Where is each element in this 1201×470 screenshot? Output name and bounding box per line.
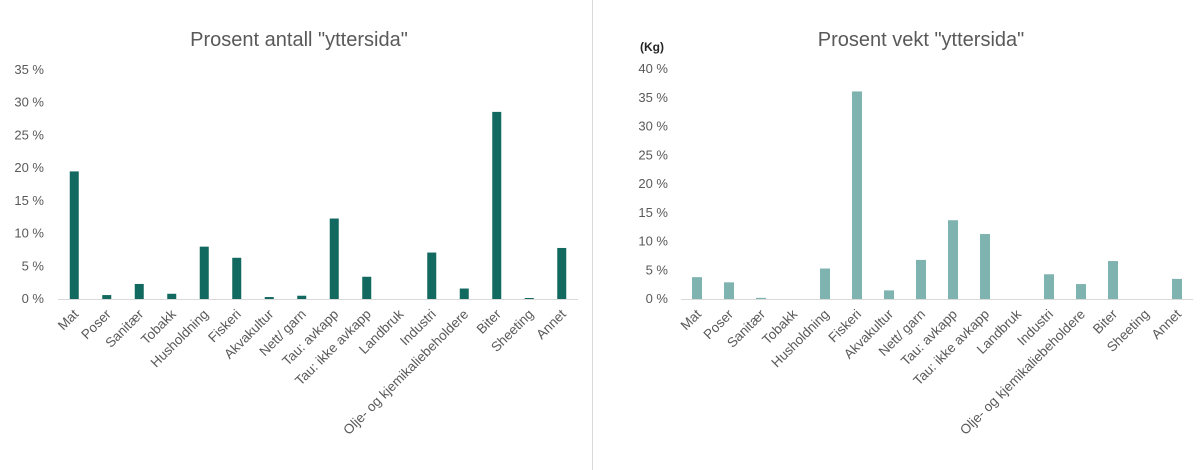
bar-mat — [70, 171, 79, 299]
y-tick-label: 0 % — [646, 291, 669, 306]
bar-husholdning — [820, 269, 830, 299]
bar-sanitær — [756, 298, 766, 299]
bar-industri — [427, 253, 436, 299]
y-tick-label: 30 % — [638, 119, 668, 134]
bar-industri — [1044, 274, 1054, 299]
x-category-label: Mat — [55, 306, 82, 333]
bar-nett-garn — [916, 260, 926, 299]
bar-fiskeri — [852, 91, 862, 299]
bar-annet — [1172, 279, 1182, 299]
y-tick-label: 25 % — [638, 147, 668, 162]
y-tick-label: 40 % — [638, 61, 668, 76]
y-tick-label: 10 % — [14, 226, 44, 241]
bar-sheeting — [525, 298, 534, 299]
bar-olje-og-kjemikaliebeholdere — [460, 289, 469, 299]
bar-fiskeri — [232, 258, 241, 299]
chart-title: Prosent vekt "yttersida" — [818, 29, 1025, 51]
bar-chart-weight: Prosent vekt "yttersida" (Kg) 0 % 5 % 10 %… — [626, 0, 1201, 470]
y-tick-label: 0 % — [22, 291, 45, 306]
bar-annet — [557, 248, 566, 299]
bar-nett-garn — [297, 296, 306, 299]
bar-biter — [1108, 261, 1118, 299]
panel-divider — [592, 0, 593, 470]
bar-tau-avkapp — [948, 220, 958, 299]
x-category-label: Annet — [1149, 306, 1185, 342]
bar-mat — [692, 277, 702, 299]
y-tick-label: 35 % — [14, 62, 44, 77]
y-tick-label: 15 % — [638, 205, 668, 220]
bar-akvakultur — [265, 297, 274, 299]
y-tick-label: 20 % — [638, 176, 668, 191]
bar-olje-og-kjemikaliebeholdere — [1076, 284, 1086, 299]
y-tick-label: 20 % — [14, 160, 44, 175]
bar-poser — [724, 282, 734, 299]
chart-panel-count: Prosent antall "yttersida" 0 % 5 % 10 % 15 … — [0, 0, 592, 470]
y-tick-label: 30 % — [14, 95, 44, 110]
y-tick-label: 35 % — [638, 90, 668, 105]
x-category-label: Mat — [678, 306, 705, 333]
x-category-label: Annet — [533, 306, 569, 342]
bar-tau-ikke-avkapp — [362, 277, 371, 299]
y-unit-label: (Kg) — [640, 40, 664, 54]
bar-akvakultur — [884, 290, 894, 299]
chart-panel-weight: Prosent vekt "yttersida" (Kg) 0 % 5 % 10 %… — [626, 0, 1201, 470]
bar-tau-avkapp — [330, 219, 339, 299]
chart-title: Prosent antall "yttersida" — [190, 29, 408, 51]
bar-husholdning — [200, 247, 209, 299]
y-tick-label: 5 % — [22, 258, 45, 273]
bar-tobakk — [167, 294, 176, 299]
bar-tau-ikke-avkapp — [980, 234, 990, 299]
y-tick-label: 5 % — [646, 262, 669, 277]
bar-poser — [102, 295, 111, 299]
y-tick-label: 15 % — [14, 193, 44, 208]
y-tick-label: 10 % — [638, 234, 668, 249]
bar-sanitær — [135, 284, 144, 299]
bar-biter — [492, 112, 501, 299]
bar-chart-count: Prosent antall "yttersida" 0 % 5 % 10 % 15 … — [0, 0, 592, 470]
y-tick-label: 25 % — [14, 127, 44, 142]
